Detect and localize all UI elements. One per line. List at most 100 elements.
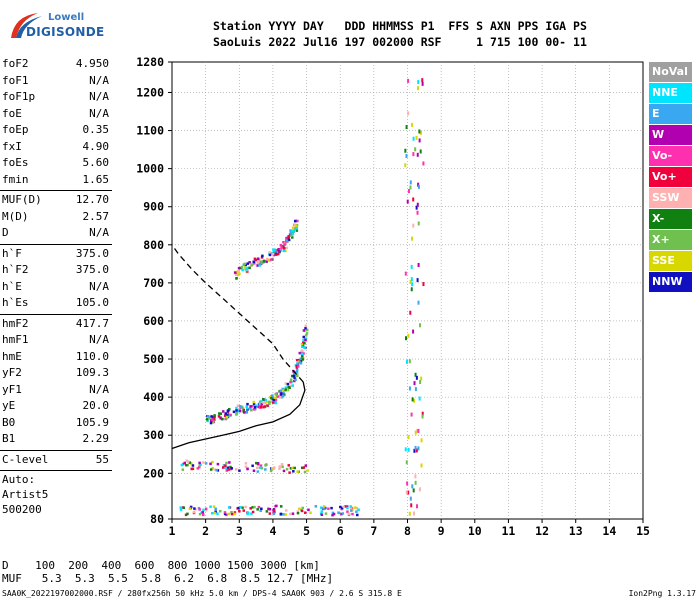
echo-point	[236, 409, 240, 413]
autoscale-info: Artist5	[2, 488, 49, 501]
echo-point	[300, 349, 304, 353]
echo-point	[304, 324, 308, 328]
echo-point	[245, 268, 249, 272]
echo-point	[271, 253, 275, 256]
echo-point	[347, 513, 351, 517]
echo-point	[211, 416, 214, 419]
param-value: N/A	[89, 226, 109, 239]
echo-point	[284, 509, 288, 512]
echo-point	[266, 404, 269, 407]
echo-point	[225, 469, 229, 472]
echo-point	[291, 374, 294, 378]
echo-point	[276, 249, 280, 252]
echo-point	[263, 398, 266, 402]
echo-point	[263, 259, 266, 262]
echo-point	[235, 412, 239, 415]
echo-point	[198, 461, 201, 465]
echo-point	[244, 263, 247, 267]
echo-point	[288, 471, 291, 474]
echo-point	[246, 266, 249, 270]
param-name: yF1	[2, 382, 22, 396]
echo-point	[200, 511, 203, 515]
echo-point	[303, 329, 307, 332]
echo-point	[289, 229, 292, 232]
echo-point	[242, 509, 246, 512]
interference-point	[415, 448, 418, 453]
param-row: foEs 5.60	[0, 155, 112, 172]
legend-item: NNE	[649, 83, 692, 103]
echo-point	[218, 412, 221, 415]
echo-point	[271, 396, 275, 400]
echo-point	[269, 469, 273, 473]
echo-point	[253, 405, 257, 408]
echo-point	[244, 410, 248, 414]
param-row: fxI 4.90	[0, 139, 112, 156]
echo-point	[289, 378, 293, 381]
echo-point	[291, 226, 295, 229]
echo-point	[249, 264, 253, 267]
interference-point	[405, 154, 408, 159]
legend-item: Vo-	[649, 146, 692, 166]
echo-point	[344, 505, 347, 508]
echo-point	[279, 396, 282, 399]
echo-point	[241, 407, 245, 410]
echo-point	[304, 464, 308, 467]
echo-point	[180, 463, 184, 467]
echo-point	[237, 269, 240, 273]
echo-point	[272, 511, 275, 515]
param-name: B0	[2, 415, 16, 429]
interference-point	[417, 184, 420, 189]
echo-point	[260, 403, 264, 406]
interference-point	[417, 428, 420, 433]
echo-point	[274, 252, 278, 256]
echo-point	[292, 372, 296, 376]
echo-point	[213, 468, 217, 471]
interference-point	[411, 236, 414, 241]
echo-point	[299, 359, 303, 363]
echo-point	[256, 466, 259, 470]
echo-point	[206, 419, 209, 423]
echo-point	[223, 512, 227, 516]
echo-point	[292, 229, 295, 233]
echo-point	[213, 511, 216, 515]
echo-point	[241, 268, 244, 272]
echo-point	[258, 466, 262, 469]
echo-point	[259, 260, 263, 263]
interference-point	[410, 412, 413, 417]
echo-point	[198, 465, 201, 469]
echo-point	[273, 396, 277, 400]
echo-point	[233, 271, 237, 274]
echo-point	[305, 332, 309, 335]
echo-point	[238, 408, 241, 411]
interference-point	[404, 447, 407, 452]
y-tick-label: 600	[143, 314, 164, 328]
echo-point	[236, 507, 239, 510]
echo-point	[239, 506, 242, 509]
echo-point	[227, 512, 231, 516]
echo-point	[225, 461, 228, 465]
echo-point	[249, 407, 252, 410]
echo-point	[295, 368, 299, 371]
footer-file-info: SAA0K_2022197002000.RSF / 280fx256h 50 k…	[2, 589, 402, 598]
echo-point	[339, 505, 342, 509]
param-value: 55	[95, 452, 109, 466]
echo-point	[197, 506, 201, 510]
echo-point	[301, 345, 305, 348]
echo-point	[279, 391, 283, 395]
echo-point	[286, 382, 290, 386]
echo-point	[209, 468, 213, 471]
interference-point	[420, 376, 423, 381]
interference-point	[420, 463, 423, 468]
echo-point	[220, 417, 224, 421]
scaled-parameters-panel: foF2 4.950 foF1 N/A foF1p N/A foE N/A foEp 0.35 fx…	[0, 56, 112, 517]
echo-point	[292, 371, 296, 374]
echo-point	[191, 467, 195, 470]
echo-point	[350, 509, 353, 512]
echo-point	[272, 508, 276, 511]
interference-point	[416, 428, 419, 433]
echo-point	[201, 510, 205, 514]
echo-point	[235, 409, 238, 412]
echo-point	[303, 346, 306, 350]
interference-point	[407, 333, 410, 338]
echo-point	[228, 461, 231, 464]
